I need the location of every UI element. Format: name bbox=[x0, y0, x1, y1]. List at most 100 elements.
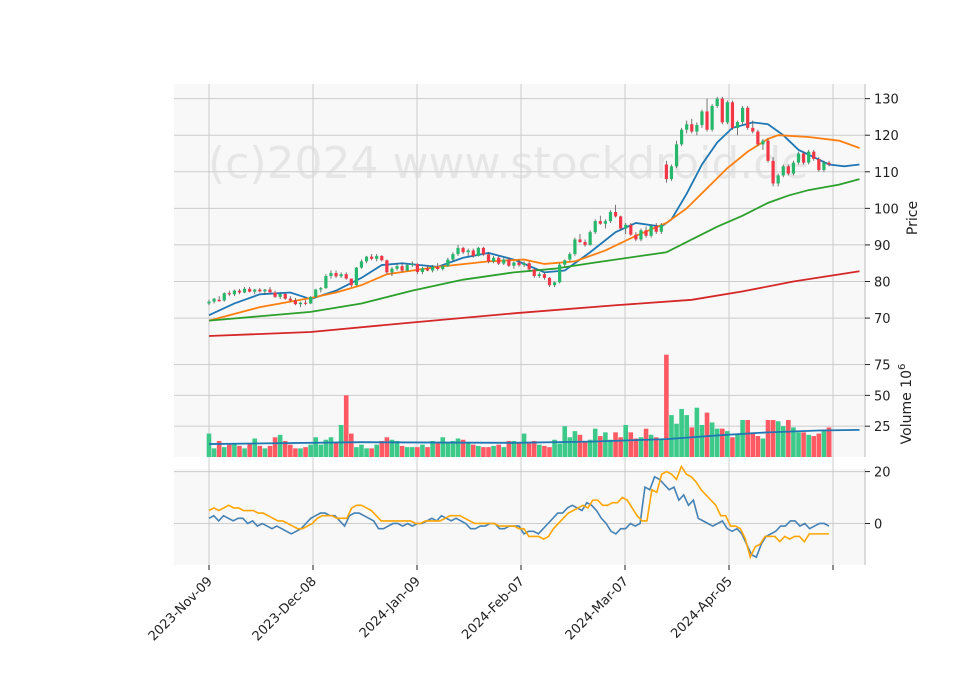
candle-body bbox=[588, 232, 592, 245]
candle-body bbox=[542, 274, 547, 278]
candle-body bbox=[517, 262, 521, 266]
candle-body bbox=[364, 256, 369, 262]
candle-body bbox=[680, 129, 684, 145]
candle-body bbox=[227, 293, 231, 295]
candle-body bbox=[741, 107, 745, 123]
candle-body bbox=[796, 153, 801, 163]
candle-body bbox=[705, 111, 709, 130]
volume-bar bbox=[470, 444, 476, 457]
candle-body bbox=[258, 289, 262, 292]
candle-body bbox=[273, 292, 277, 297]
volume-bar bbox=[267, 445, 273, 457]
volume-axis-label: Volume 106 bbox=[897, 364, 915, 445]
volume-bar bbox=[821, 431, 827, 457]
volume-bar bbox=[786, 420, 791, 457]
moving-average-line bbox=[208, 121, 860, 316]
candle-body bbox=[664, 164, 668, 180]
volume-bar bbox=[359, 444, 364, 457]
volume-bar bbox=[816, 433, 822, 457]
volume-bar bbox=[714, 428, 720, 457]
candle-body bbox=[268, 289, 272, 293]
candle-body bbox=[751, 127, 755, 132]
volume-bar bbox=[237, 445, 242, 457]
volume-bar bbox=[420, 444, 425, 457]
candle-body bbox=[568, 254, 572, 260]
volume-tick-label: 75 bbox=[874, 359, 891, 374]
candle-body bbox=[720, 98, 724, 123]
candle-body bbox=[791, 162, 796, 174]
candle-body bbox=[222, 293, 226, 301]
candle-body bbox=[771, 160, 775, 184]
candle-body bbox=[801, 153, 806, 163]
volume-bar bbox=[598, 436, 603, 457]
candle-body bbox=[710, 105, 714, 130]
candle-body bbox=[547, 277, 552, 286]
volume-bar bbox=[669, 415, 674, 457]
volume-bar bbox=[572, 431, 578, 457]
candle-body bbox=[725, 102, 729, 123]
volume-bar bbox=[516, 442, 522, 457]
volume-bar bbox=[369, 448, 374, 457]
candle-body bbox=[349, 278, 353, 286]
volume-bar bbox=[374, 444, 380, 457]
candle-body bbox=[446, 259, 450, 267]
volume-bar bbox=[496, 444, 501, 457]
candle-body bbox=[613, 212, 618, 217]
volume-bar bbox=[719, 428, 725, 457]
volume-bar bbox=[232, 443, 237, 457]
volume-bar bbox=[679, 408, 684, 457]
volume-bar bbox=[709, 422, 715, 457]
candle-body bbox=[781, 166, 785, 176]
candle-body bbox=[466, 250, 470, 253]
volume-bar bbox=[735, 433, 740, 457]
volume-bar bbox=[389, 439, 395, 457]
volume-bar bbox=[293, 448, 298, 457]
candle-body bbox=[497, 257, 501, 264]
candle-body bbox=[283, 293, 287, 299]
candle-body bbox=[486, 254, 491, 262]
candle-body bbox=[456, 247, 460, 255]
volume-tick-label: 25 bbox=[874, 420, 891, 435]
volume-bar bbox=[664, 354, 669, 457]
candle-body bbox=[735, 122, 740, 128]
volume-bar bbox=[227, 444, 232, 457]
candle-body bbox=[583, 242, 587, 245]
volume-bar bbox=[582, 440, 588, 457]
volume-bar bbox=[826, 432, 832, 457]
volume-bar bbox=[521, 433, 527, 457]
volume-bar bbox=[476, 445, 481, 457]
price-tick-label: 120 bbox=[874, 129, 899, 144]
candle-body bbox=[756, 131, 760, 145]
volume-bar bbox=[750, 432, 756, 457]
volume-bar bbox=[221, 447, 227, 457]
volume-bar bbox=[633, 438, 639, 457]
volume-bar bbox=[313, 437, 319, 457]
volume-bar bbox=[379, 440, 385, 457]
candle-body bbox=[624, 224, 628, 229]
candle-body bbox=[354, 267, 358, 286]
candle-body bbox=[619, 216, 623, 229]
volume-bar bbox=[308, 444, 313, 457]
candle-body bbox=[629, 224, 633, 235]
x-tick-label: 2024-Apr-05 bbox=[668, 574, 735, 641]
candle-body bbox=[405, 265, 409, 271]
volume-bar bbox=[811, 436, 817, 457]
volume-bar bbox=[547, 447, 552, 457]
candle-body bbox=[522, 263, 526, 266]
candle-body bbox=[761, 140, 765, 145]
candle-body bbox=[212, 298, 216, 302]
volume-bar bbox=[425, 447, 430, 457]
volume-bar bbox=[557, 443, 562, 457]
candle-body bbox=[344, 274, 348, 279]
volume-bar bbox=[338, 424, 344, 457]
candle-body bbox=[293, 300, 297, 305]
volume-bar bbox=[364, 448, 369, 457]
candle-body bbox=[461, 247, 465, 253]
candle-body bbox=[207, 301, 211, 304]
candle-body bbox=[400, 266, 404, 271]
candle-body bbox=[512, 262, 516, 266]
volume-tick-label: 50 bbox=[874, 389, 891, 404]
volume-bar bbox=[618, 437, 623, 457]
candle-body bbox=[309, 296, 313, 304]
